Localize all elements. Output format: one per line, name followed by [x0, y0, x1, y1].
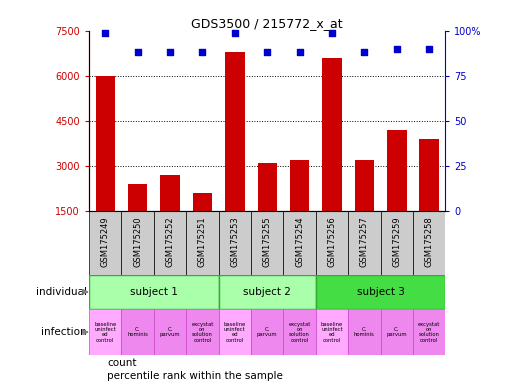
Point [166, 49, 174, 55]
Bar [160, 175, 180, 211]
Bar [419, 139, 439, 211]
Bar [387, 130, 407, 211]
Text: GSM175258: GSM175258 [425, 216, 434, 267]
Bar [219, 309, 251, 355]
Text: GSM175250: GSM175250 [133, 216, 142, 267]
Bar [154, 309, 186, 355]
Bar [128, 184, 148, 211]
Bar [193, 193, 212, 211]
Bar [284, 309, 316, 355]
Text: GSM175249: GSM175249 [101, 216, 110, 267]
Bar [290, 160, 309, 211]
Bar [219, 275, 316, 309]
Text: baseline
uninfect
ed
control: baseline uninfect ed control [321, 321, 343, 343]
Text: GSM175252: GSM175252 [165, 216, 175, 267]
Point [393, 46, 401, 52]
Text: subject 2: subject 2 [243, 287, 291, 297]
Text: count: count [107, 358, 136, 368]
Bar [186, 211, 219, 275]
Bar [251, 309, 284, 355]
Point [231, 30, 239, 36]
Bar [89, 275, 219, 309]
Point [101, 30, 109, 36]
Point [263, 49, 271, 55]
Text: subject 1: subject 1 [130, 287, 178, 297]
Text: baseline
uninfect
ed
control: baseline uninfect ed control [94, 321, 117, 343]
Text: C.
parvum: C. parvum [257, 327, 277, 338]
Bar [316, 211, 348, 275]
Text: GSM175254: GSM175254 [295, 216, 304, 267]
Bar [413, 211, 445, 275]
Point [199, 49, 207, 55]
Bar [251, 211, 284, 275]
Text: C.
hominis: C. hominis [127, 327, 148, 338]
Text: excystat
on
solution
control: excystat on solution control [289, 321, 311, 343]
Text: GSM175251: GSM175251 [198, 216, 207, 267]
Bar [154, 211, 186, 275]
Title: GDS3500 / 215772_x_at: GDS3500 / 215772_x_at [191, 17, 343, 30]
Bar [381, 211, 413, 275]
Bar [89, 309, 122, 355]
Bar [284, 211, 316, 275]
Text: GSM175253: GSM175253 [231, 216, 239, 267]
Point [296, 49, 304, 55]
Bar [348, 309, 381, 355]
Text: C.
parvum: C. parvum [160, 327, 180, 338]
Text: infection: infection [41, 327, 87, 337]
Bar [258, 163, 277, 211]
Text: GSM175257: GSM175257 [360, 216, 369, 267]
Point [133, 49, 142, 55]
Bar [316, 275, 445, 309]
Bar [96, 76, 115, 211]
Point [360, 49, 369, 55]
Text: subject 3: subject 3 [357, 287, 405, 297]
Bar [122, 211, 154, 275]
Text: GSM175256: GSM175256 [327, 216, 336, 267]
Bar [316, 309, 348, 355]
Text: GSM175259: GSM175259 [392, 216, 401, 267]
Text: excystat
on
solution
control: excystat on solution control [418, 321, 440, 343]
Text: excystat
on
solution
control: excystat on solution control [191, 321, 214, 343]
Bar [186, 309, 219, 355]
Point [328, 30, 336, 36]
Text: baseline
uninfect
ed
control: baseline uninfect ed control [224, 321, 246, 343]
Bar [413, 309, 445, 355]
Bar [355, 160, 374, 211]
Bar [219, 211, 251, 275]
Text: C.
parvum: C. parvum [386, 327, 407, 338]
Text: individual: individual [36, 287, 87, 297]
Point [425, 46, 433, 52]
Text: GSM175255: GSM175255 [263, 216, 272, 267]
Text: percentile rank within the sample: percentile rank within the sample [107, 371, 283, 381]
Bar [381, 309, 413, 355]
Bar [322, 58, 342, 211]
Text: C.
hominis: C. hominis [354, 327, 375, 338]
Bar [122, 309, 154, 355]
Bar [89, 211, 122, 275]
Bar [348, 211, 381, 275]
Bar [225, 52, 244, 211]
